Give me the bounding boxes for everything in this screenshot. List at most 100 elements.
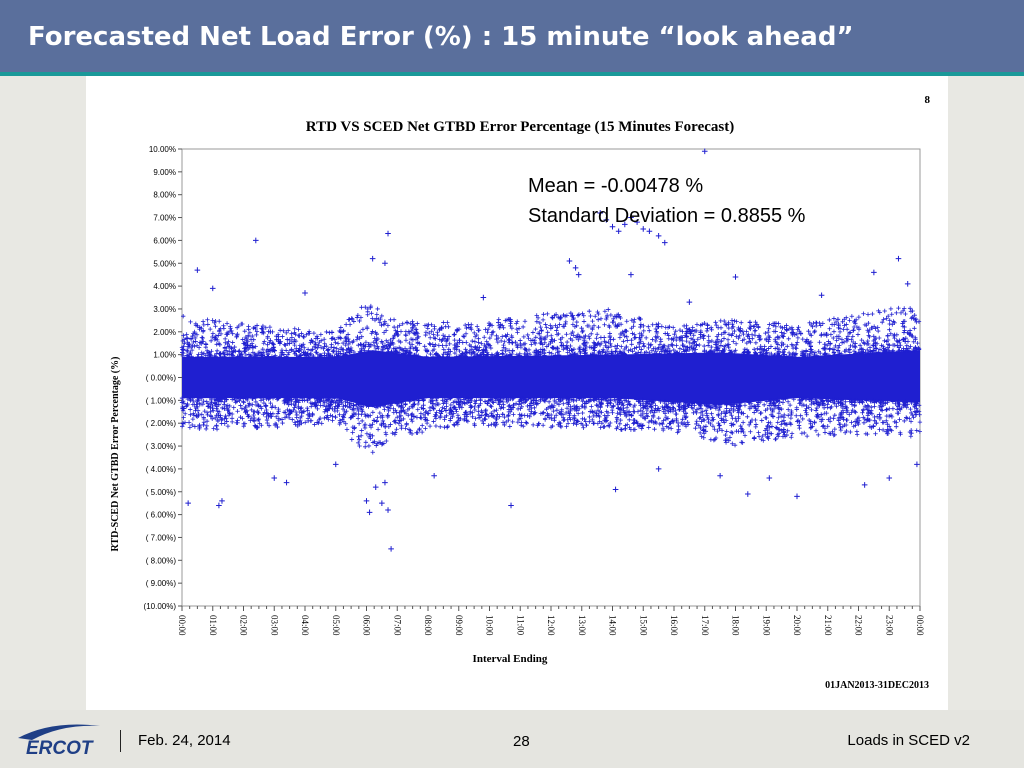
outlier-point [640, 226, 647, 232]
footer: ERCOT Feb. 24, 2014 28 Loads in SCED v2 [0, 710, 1024, 768]
x-tick-label: 13:00 [577, 615, 587, 636]
title-bar: Forecasted Net Load Error (%) : 15 minut… [0, 0, 1024, 76]
y-tick-label: 4.00% [153, 282, 176, 291]
footer-page-number: 28 [513, 733, 530, 750]
outlier-point [379, 500, 385, 506]
outlier-point [794, 493, 800, 500]
scatter-chart: 8 RTD VS SCED Net GTBD Error Percentage … [110, 94, 931, 691]
x-tick-label: 21:00 [823, 615, 833, 636]
outlier-point [871, 269, 877, 276]
outlier-point [717, 472, 723, 479]
title-accent-line [0, 72, 1024, 76]
x-tick-label: 00:00 [915, 615, 925, 636]
x-tick-label: 02:00 [239, 615, 249, 636]
x-tick-label: 06:00 [362, 615, 372, 636]
y-tick-label: 8.00% [153, 191, 176, 200]
x-tick-label: 04:00 [300, 615, 310, 636]
x-tick-label: 16:00 [669, 615, 679, 636]
left-margin [0, 76, 86, 710]
footer-date: Feb. 24, 2014 [138, 732, 231, 749]
outlier-point [655, 233, 662, 239]
outlier-point [701, 148, 708, 155]
x-tick-label: 05:00 [331, 615, 341, 636]
x-tick-label: 12:00 [546, 615, 556, 636]
y-tick-label: 7.00% [153, 214, 176, 223]
outlier-point [385, 230, 391, 237]
y-tick-label: ( 8.00%) [146, 556, 177, 565]
outlier-point [572, 265, 579, 271]
footer-divider [120, 730, 121, 752]
y-tick-label: (10.00%) [144, 602, 177, 611]
x-tick-label: 18:00 [731, 615, 741, 636]
ercot-logo: ERCOT [12, 716, 108, 765]
x-tick-label: 14:00 [608, 615, 618, 636]
outlier-point [628, 214, 634, 221]
outlier-point [622, 221, 628, 228]
y-tick-label: ( 9.00%) [146, 579, 177, 588]
outlier-point [388, 546, 394, 552]
outlier-point [575, 271, 582, 278]
outlier-point [194, 267, 201, 273]
footer-title: Loads in SCED v2 [847, 732, 970, 749]
outlier-point [655, 466, 662, 472]
x-tick-label: 22:00 [854, 615, 864, 636]
outlier-point [302, 290, 308, 296]
right-margin [948, 76, 1024, 710]
chart-page-number: 8 [925, 94, 931, 106]
outlier-point [904, 281, 911, 287]
outlier-point [382, 479, 388, 486]
outlier-point [914, 461, 920, 468]
y-tick-label: 6.00% [153, 236, 176, 245]
outlier-point [661, 239, 668, 246]
x-tick-label: 09:00 [454, 615, 464, 636]
outlier-point [818, 292, 825, 299]
outlier-point [332, 461, 339, 468]
x-tick-label: 03:00 [269, 615, 279, 636]
outlier-point [480, 294, 487, 301]
std-annotation: Standard Deviation = 0.8855 % [528, 205, 806, 227]
x-tick-label: 10:00 [485, 615, 495, 636]
outlier-point [209, 285, 216, 292]
outlier-point [628, 271, 634, 278]
outlier-point [382, 260, 388, 267]
slide-title: Forecasted Net Load Error (%) : 15 minut… [28, 22, 854, 52]
outlier-point [646, 228, 653, 235]
y-tick-label: ( 4.00%) [146, 465, 177, 474]
x-tick-label: 20:00 [792, 615, 802, 636]
ercot-logo-icon: ERCOT [18, 724, 100, 759]
y-tick-label: ( 5.00%) [146, 488, 177, 497]
x-tick-label: 01:00 [208, 615, 218, 636]
outlier-point [369, 255, 376, 262]
x-tick-label: 08:00 [423, 615, 433, 636]
outlier-point [895, 255, 902, 262]
y-tick-label: 5.00% [153, 259, 176, 268]
x-tick-label: 00:00 [177, 615, 187, 636]
y-tick-label: ( 2.00%) [146, 419, 177, 428]
y-tick-label: 3.00% [153, 305, 176, 314]
outlier-point [385, 507, 391, 513]
y-tick-label: ( 3.00%) [146, 442, 177, 451]
y-tick-label: ( 7.00%) [146, 533, 177, 542]
x-tick-label: 19:00 [761, 615, 771, 636]
x-tick-label: 15:00 [638, 615, 648, 636]
outlier-point [363, 498, 370, 504]
chart-panel: 8 RTD VS SCED Net GTBD Error Percentage … [86, 76, 948, 710]
mean-annotation: Mean = -0.00478 % [528, 175, 703, 197]
x-tick-label: 07:00 [392, 615, 402, 636]
dense-scatter-core [182, 350, 920, 408]
x-axis-label: Interval Ending [473, 653, 548, 665]
outlier-point [615, 228, 622, 235]
outlier-point [508, 502, 514, 509]
outlier-point [253, 237, 259, 244]
outlier-point [271, 475, 278, 481]
y-tick-label: ( 0.00%) [146, 374, 177, 383]
outlier-point [372, 484, 379, 490]
outlier-point [766, 475, 773, 481]
plot-area: 10.00% 9.00% 8.00% 7.00% 6.00% 5.00% 4.00% 3.00… [144, 145, 925, 636]
outlier-point [612, 486, 619, 493]
y-axis-label: RTD-SCED Net GTBD Error Percentage (%) [110, 357, 121, 552]
x-tick-label: 11:00 [515, 615, 525, 636]
outlier-point [219, 498, 225, 504]
outlier-point [861, 482, 868, 488]
y-tick-label: 10.00% [149, 145, 176, 154]
